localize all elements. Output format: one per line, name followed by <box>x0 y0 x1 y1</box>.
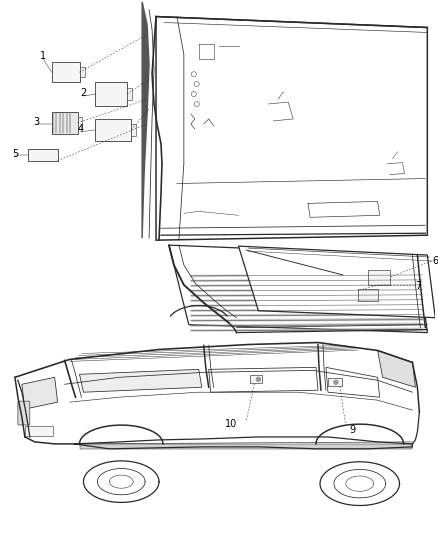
Bar <box>78 117 82 129</box>
Bar <box>368 270 389 285</box>
Circle shape <box>256 377 260 381</box>
Polygon shape <box>156 17 427 240</box>
Text: 5: 5 <box>12 149 18 159</box>
Polygon shape <box>378 351 415 387</box>
Text: 4: 4 <box>78 124 84 134</box>
Text: 6: 6 <box>432 256 438 266</box>
Text: 7: 7 <box>415 281 422 291</box>
Bar <box>127 88 132 100</box>
Bar <box>25 426 53 436</box>
Polygon shape <box>22 377 58 409</box>
Bar <box>52 112 78 134</box>
Polygon shape <box>326 367 380 397</box>
Bar <box>80 444 413 449</box>
Bar <box>95 119 131 141</box>
Bar <box>95 82 127 106</box>
Bar <box>358 289 378 301</box>
Bar <box>80 67 85 77</box>
Bar <box>52 62 80 82</box>
Bar <box>131 124 136 136</box>
Polygon shape <box>239 246 435 318</box>
Text: 9: 9 <box>350 425 356 435</box>
FancyBboxPatch shape <box>18 401 30 425</box>
Text: 1: 1 <box>40 51 46 61</box>
Polygon shape <box>74 437 413 449</box>
Bar <box>328 378 342 386</box>
Polygon shape <box>169 245 427 333</box>
Text: 3: 3 <box>34 117 40 127</box>
Polygon shape <box>80 369 202 392</box>
Text: 2: 2 <box>80 88 87 98</box>
Bar <box>251 375 262 383</box>
Circle shape <box>334 380 338 384</box>
Polygon shape <box>142 2 149 238</box>
Bar <box>28 149 58 160</box>
Text: 10: 10 <box>226 419 238 429</box>
Polygon shape <box>208 367 318 392</box>
